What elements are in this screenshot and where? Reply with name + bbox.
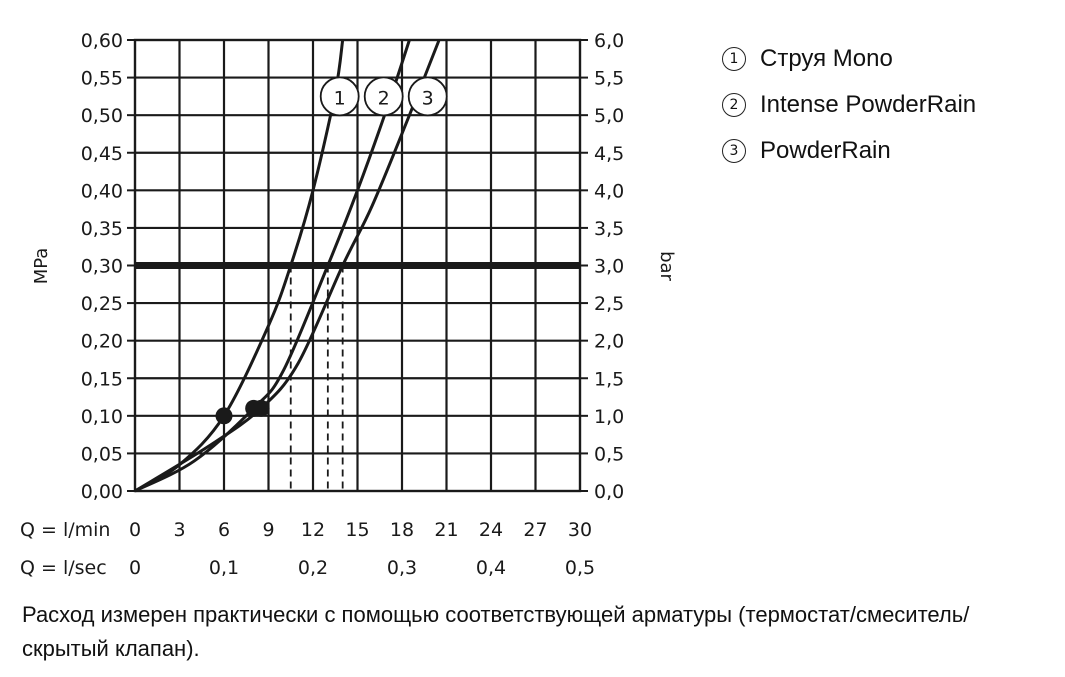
y-right-tick-label-11: 5,5 (594, 68, 624, 90)
x-primary-tick-label-2: 6 (218, 519, 230, 541)
legend-item-1: 1 Струя Mono (722, 36, 976, 82)
y-left-tick-label-5: 0,25 (81, 293, 123, 315)
y-left-tick-label-12: 0,60 (81, 30, 123, 52)
x-secondary-tick-label-2: 0,2 (298, 557, 328, 579)
curve-marker-label-2: 2 (378, 87, 390, 109)
y-left-tick-label-7: 0,35 (81, 218, 123, 240)
legend-marker-2: 2 (722, 93, 746, 117)
y-right-tick-label-2: 1,0 (594, 406, 624, 428)
x-axis-secondary-label: Q = l/sec (20, 557, 107, 579)
legend-marker-1: 1 (722, 47, 746, 71)
curve-marker-label-1: 1 (334, 87, 346, 109)
operating-points (215, 399, 270, 425)
y-right-tick-label-12: 6,0 (594, 30, 624, 52)
operating-point-1 (215, 407, 233, 425)
x-axis-primary-label: Q = l/min (20, 519, 110, 541)
y-left-tick-label-8: 0,40 (81, 180, 123, 202)
x-primary-tick-label-0: 0 (129, 519, 141, 541)
legend-label-3: PowderRain (760, 137, 891, 164)
y-right-tick-label-0: 0,0 (594, 481, 624, 503)
y-right-tick-label-1: 0,5 (594, 443, 624, 465)
y-left-tick-label-10: 0,50 (81, 105, 123, 127)
y-axis-right-label: bar (656, 251, 677, 281)
y-left-tick-label-9: 0,45 (81, 143, 123, 165)
y-right-tick-label-7: 3,5 (594, 218, 624, 240)
drop-lines (289, 265, 344, 491)
x-primary-tick-label-6: 18 (390, 519, 414, 541)
x-secondary-tick-label-1: 0,1 (209, 557, 239, 579)
y-left-tick-label-0: 0,00 (81, 481, 123, 503)
curve-marker-label-3: 3 (422, 87, 434, 109)
y-axis-left-label: MPa (31, 248, 52, 285)
x-primary-tick-label-8: 24 (479, 519, 503, 541)
y-right-tick-label-5: 2,5 (594, 293, 624, 315)
curve-marker-circle-1 (319, 76, 360, 117)
legend-label-2: Intense PowderRain (760, 91, 977, 118)
x-primary-tick-label-10: 30 (568, 519, 592, 541)
y-left-tick-label-4: 0,20 (81, 331, 123, 353)
y-left-tick-label-1: 0,05 (81, 443, 123, 465)
y-right-tick-label-6: 3,0 (594, 256, 624, 278)
y-right-tick-label-8: 4,0 (594, 180, 624, 202)
y-left-tick-label-6: 0,30 (81, 256, 123, 278)
x-secondary-tick-label-4: 0,4 (476, 557, 506, 579)
series-line-3 (134, 39, 441, 493)
x-secondary-tick-label-0: 0 (129, 557, 141, 579)
y-left-tick-label-3: 0,15 (81, 368, 123, 390)
legend: 1 Струя Mono 2 Intense PowderRain 3 Powd… (722, 36, 976, 174)
x-secondary-tick-label-3: 0,3 (387, 557, 417, 579)
tick-labels: 0,00 0,00,05 0,50,10 1,00,15 1,50,20 2,00,25 2… (81, 30, 625, 579)
y-right-tick-label-3: 1,5 (594, 368, 624, 390)
y-left-tick-label-2: 0,10 (81, 406, 123, 428)
legend-item-2: 2 Intense PowderRain (722, 82, 976, 128)
y-right-tick-label-9: 4,5 (594, 143, 624, 165)
curve-marker-circle-3 (407, 76, 448, 117)
footnote: Расход измерен практически с помощью соо… (22, 602, 970, 661)
y-left-tick-label-11: 0,55 (81, 68, 123, 90)
y-right-tick-label-4: 2,0 (594, 331, 624, 353)
legend-marker-3: 3 (722, 139, 746, 163)
curve-marker-circle-2 (363, 76, 404, 117)
x-primary-tick-label-5: 15 (345, 519, 369, 541)
operating-point-3 (252, 399, 270, 417)
x-primary-tick-label-4: 12 (301, 519, 325, 541)
series-line-2 (134, 39, 411, 493)
x-secondary-tick-label-5: 0,5 (565, 557, 595, 579)
x-primary-tick-label-9: 27 (523, 519, 547, 541)
x-primary-tick-label-1: 3 (173, 519, 185, 541)
x-primary-tick-label-7: 21 (434, 519, 458, 541)
x-primary-tick-label-3: 9 (262, 519, 274, 541)
y-right-tick-label-10: 5,0 (594, 105, 624, 127)
curve-markers: 1 2 3 (319, 76, 448, 117)
legend-item-3: 3 PowderRain (722, 128, 976, 174)
legend-label-1: Струя Mono (760, 45, 893, 72)
